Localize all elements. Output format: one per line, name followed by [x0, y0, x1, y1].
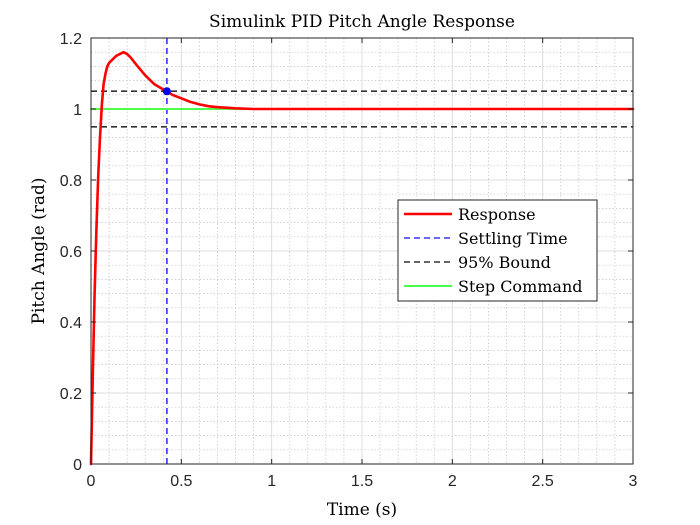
x-axis-label: Time (s) — [327, 500, 397, 520]
legend-label-settling-time: Settling Time — [458, 229, 568, 248]
legend: Response Settling Time 95% Bound Step Comma… — [397, 199, 598, 302]
legend-entries: Response Settling Time 95% Bound Step Comma… — [404, 205, 583, 296]
x-tick-label: 2.5 — [532, 473, 554, 490]
response-line — [89, 50, 635, 466]
legend-box — [397, 199, 598, 302]
y-tick-label: 0.8 — [60, 173, 82, 190]
legend-label-step-command: Step Command — [458, 277, 583, 296]
x-tick-label: 3 — [629, 473, 638, 490]
y-tick-label: 0 — [73, 457, 82, 474]
x-tick-label: 1 — [267, 473, 276, 490]
y-tick-label: 1 — [73, 102, 82, 119]
legend-label-response: Response — [458, 205, 536, 224]
x-tick-label: 0.5 — [170, 473, 192, 490]
chart-title: Simulink PID Pitch Angle Response — [209, 12, 515, 32]
y-tick-label: 0.4 — [60, 315, 82, 332]
y-tick-label: 1.2 — [60, 31, 82, 48]
series-layer — [89, 38, 635, 466]
x-tick-label: 2 — [448, 473, 457, 490]
legend-label-95-bound: 95% Bound — [458, 253, 551, 272]
y-axis-label: Pitch Angle (rad) — [29, 178, 49, 325]
settling-point-marker — [162, 87, 171, 96]
x-tick-label: 1.5 — [351, 473, 373, 490]
y-axis-ticks: 0 0.2 0.4 0.6 0.8 1 1.2 — [60, 31, 633, 474]
x-axis-ticks: 0 0.5 1 1.5 2 2.5 3 — [87, 38, 638, 490]
y-tick-label: 0.6 — [60, 244, 82, 261]
y-tick-label: 0.2 — [60, 386, 82, 403]
x-tick-label: 0 — [87, 473, 96, 490]
